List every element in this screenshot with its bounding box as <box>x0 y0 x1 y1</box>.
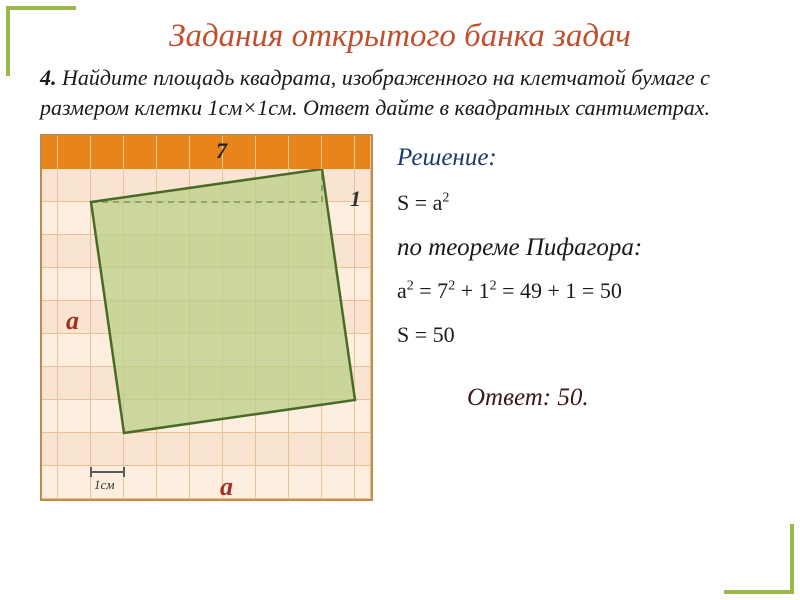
problem-number: 4. <box>40 65 57 90</box>
side-label-left: a <box>66 306 79 336</box>
dimension-label-7: 7 <box>216 138 227 164</box>
grid-diagram: 7 1 a a 1см <box>40 134 373 501</box>
slide-content: Задания открытого банка задач 4. Найдите… <box>20 10 780 590</box>
dimension-label-1: 1 <box>350 186 361 212</box>
area-formula: S = a2 <box>397 190 760 216</box>
problem-text: Найдите площадь квадрата, изображенного … <box>40 65 710 120</box>
page-title: Задания открытого банка задач <box>40 18 760 55</box>
grid-body <box>42 169 371 499</box>
grid-wrap <box>40 134 373 501</box>
lower-region: 7 1 a a 1см Решение: S = a2 по теореме П… <box>40 134 760 501</box>
solution-heading: Решение: <box>397 144 760 172</box>
pythagoras-calc: a2 = 72 + 12 = 49 + 1 = 50 <box>397 278 760 304</box>
area-result: S = 50 <box>397 322 760 348</box>
grid-header-row <box>42 136 371 169</box>
theorem-text: по теореме Пифагора: <box>397 234 760 262</box>
unit-label: 1см <box>94 477 115 493</box>
side-label-bottom: a <box>220 472 233 502</box>
problem-statement: 4. Найдите площадь квадрата, изображенно… <box>40 63 760 122</box>
unit-scale-line <box>90 471 125 473</box>
answer-label: Ответ: <box>467 384 551 411</box>
solution-block: Решение: S = a2 по теореме Пифагора: a2 … <box>391 134 760 501</box>
answer-line: Ответ: 50. <box>467 384 760 412</box>
answer-value: 50. <box>557 384 588 411</box>
